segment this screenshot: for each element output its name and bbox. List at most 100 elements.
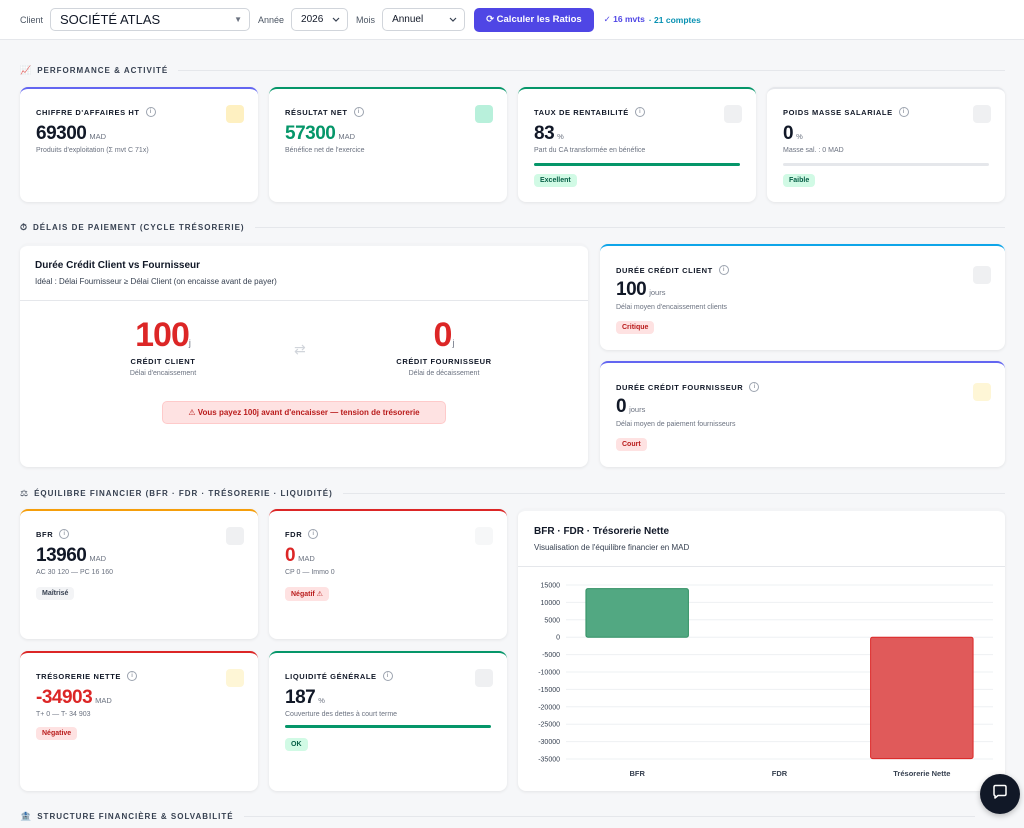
y-tick-label: -20000	[538, 704, 560, 711]
kpi-title: CHIFFRE D'AFFAIRES HT	[36, 107, 140, 117]
chevron-down-icon	[449, 14, 457, 25]
kpi-unit: %	[318, 696, 325, 705]
tension-alert: ⚠ Vous payez 100j avant d'encaisser — te…	[162, 401, 446, 424]
chart-icon: 📈	[20, 65, 33, 75]
kpi-title: FDR	[285, 529, 303, 539]
percent-icon	[724, 105, 742, 123]
chart-subtitle: Visualisation de l'équilibre financier e…	[534, 543, 690, 552]
status-badge: Faible	[783, 174, 816, 187]
kpi-unit: %	[557, 132, 564, 141]
kpi-subtitle: CP 0 — Immo 0	[285, 569, 335, 576]
kpi-unit: MAD	[298, 554, 315, 563]
kpi-title: POIDS MASSE SALARIALE	[783, 107, 893, 117]
info-icon[interactable]: i	[59, 529, 70, 539]
water-icon	[475, 669, 493, 687]
calculer-ratios-button[interactable]: ⟳ Calculer les Ratios	[474, 7, 594, 32]
info-icon[interactable]: i	[308, 529, 319, 539]
kpi-value: 100	[616, 279, 647, 300]
y-tick-label: -5000	[542, 652, 560, 659]
money-bag-icon	[226, 105, 244, 123]
top-toolbar: Client SOCIÉTÉ ATLAS ▼ Année 2026 Mois A…	[0, 0, 1024, 40]
kpi-chiffre-affaires: CHIFFRE D'AFFAIRES HT i 69300 MAD Produits…	[20, 87, 258, 202]
y-tick-label: 0	[556, 635, 560, 642]
kpi-liquidite-generale: LIQUIDITÉ GÉNÉRALE i 187% Couverture des …	[269, 651, 507, 791]
rentabilite-progress-bar	[534, 163, 740, 166]
kpi-unit: MAD	[89, 554, 107, 563]
cash-icon	[226, 669, 244, 687]
chart-header: BFR · FDR · Trésorerie Nette Visualisati…	[518, 511, 1005, 567]
info-icon[interactable]: i	[382, 671, 393, 681]
kpi-value: 0	[285, 545, 296, 566]
credit-client-value: 100	[135, 316, 190, 354]
x-tick-label: BFR	[629, 769, 645, 778]
kpi-subtitle: T+ 0 — T- 34 903	[36, 711, 91, 718]
kpi-value: 187	[285, 687, 316, 708]
info-icon[interactable]: i	[353, 107, 364, 117]
kpi-masse-salariale: POIDS MASSE SALARIALE i 0% Masse sal. : 0…	[767, 87, 1005, 202]
info-icon[interactable]: i	[718, 265, 729, 275]
delais-comparison-card: Durée Crédit Client vs Fournisseur Idéal…	[20, 244, 588, 467]
credit-fournisseur-block: 0j CRÉDIT FOURNISSEUR Délai de décaissem…	[374, 316, 514, 377]
credit-client-label: CRÉDIT CLIENT	[130, 357, 196, 366]
credit-client-block: 100j CRÉDIT CLIENT Délai d'encaissement	[98, 316, 228, 377]
kpi-bfr: BFR i 13960 MAD AC 30 120 — PC 16 160 Maît…	[20, 509, 258, 639]
mois-label: Mois	[356, 14, 376, 25]
kpi-value: 69300	[36, 123, 87, 144]
kpi-title: BFR	[36, 529, 54, 539]
y-tick-label: 10000	[541, 600, 561, 607]
kpi-value: -34903	[36, 687, 93, 708]
status-badge: Négatif ⚠	[285, 587, 329, 601]
divider	[254, 227, 1005, 228]
mois-select[interactable]: Annuel	[382, 8, 466, 31]
section-performance-title: PERFORMANCE & ACTIVITÉ	[37, 66, 169, 75]
chart-title: BFR · FDR · Trésorerie Nette	[534, 526, 670, 537]
delais-card-subtitle: Idéal : Délai Fournisseur ≥ Délai Client…	[35, 277, 277, 286]
store-icon	[973, 266, 991, 284]
kpi-value: 0	[783, 123, 794, 144]
credit-fournisseur-value: 0	[433, 316, 453, 354]
kpi-resultat-net: RÉSULTAT NET i 57300 MAD Bénéfice net de l…	[269, 87, 507, 202]
progress-fill	[534, 163, 740, 166]
building-icon	[475, 527, 493, 545]
section-delais: ⏱ DÉLAIS DE PAIEMENT (CYCLE TRÉSORERIE)	[20, 222, 1005, 233]
masse-progress-bar	[783, 163, 989, 166]
info-icon[interactable]: i	[898, 107, 909, 117]
kpi-tresorerie-nette: TRÉSORERIE NETTE i -34903 MAD T+ 0 — T- 34…	[20, 651, 258, 791]
bfr-fdr-tresorerie-chart: 15000 10000 5000 0 -5000 -10000 -15000 -20000 -2…	[538, 583, 993, 778]
credit-fournisseur-label: CRÉDIT FOURNISSEUR	[396, 357, 492, 366]
info-icon[interactable]: i	[749, 382, 760, 392]
y-tick-label: -10000	[538, 670, 560, 677]
duree-credit-fournisseur-card: DURÉE CRÉDIT FOURNISSEUR i 0 jours Délai m…	[600, 361, 1005, 467]
liquidite-progress-bar	[285, 725, 491, 728]
kpi-unit: MAD	[95, 696, 112, 705]
chevron-down-icon	[332, 14, 340, 25]
handshake-icon	[973, 383, 991, 401]
kpi-title: DURÉE CRÉDIT CLIENT	[616, 265, 713, 275]
x-tick-label: FDR	[772, 769, 788, 778]
delais-card-header: Durée Crédit Client vs Fournisseur Idéal…	[20, 246, 588, 301]
annee-select[interactable]: 2026	[291, 8, 349, 31]
kpi-title: TRÉSORERIE NETTE	[36, 671, 122, 681]
chat-button[interactable]	[980, 774, 1020, 814]
bank-icon: 🏦	[20, 811, 33, 821]
kpi-value: 83	[534, 123, 555, 144]
divider	[342, 493, 1005, 494]
kpi-value: 0	[616, 396, 627, 417]
mouvements-count: ✓ 16 mvts	[603, 14, 645, 24]
delais-card-title: Durée Crédit Client vs Fournisseur	[35, 260, 201, 271]
y-tick-label: -30000	[538, 739, 560, 746]
y-tick-label: 5000	[544, 617, 560, 624]
section-structure: 🏦 STRUCTURE FINANCIÈRE & SOLVABILITÉ	[20, 811, 1005, 822]
annee-label: Année	[258, 14, 285, 25]
info-icon[interactable]: i	[634, 107, 645, 117]
client-select[interactable]: SOCIÉTÉ ATLAS ▼	[50, 8, 251, 31]
kpi-unit: jours	[649, 288, 666, 297]
duree-credit-client-card: DURÉE CRÉDIT CLIENT i 100 jours Délai moye…	[600, 244, 1005, 350]
kpi-subtitle: Produits d'exploitation (Σ mvt C 71x)	[36, 147, 149, 154]
info-icon[interactable]: i	[127, 671, 138, 681]
kpi-subtitle: Délai moyen de paiement fournisseurs	[616, 421, 736, 428]
comptes-count: · 21 comptes	[648, 14, 701, 25]
kpi-unit: %	[796, 132, 803, 141]
kpi-subtitle: Délai moyen d'encaissement clients	[616, 304, 728, 311]
info-icon[interactable]: i	[145, 107, 156, 117]
